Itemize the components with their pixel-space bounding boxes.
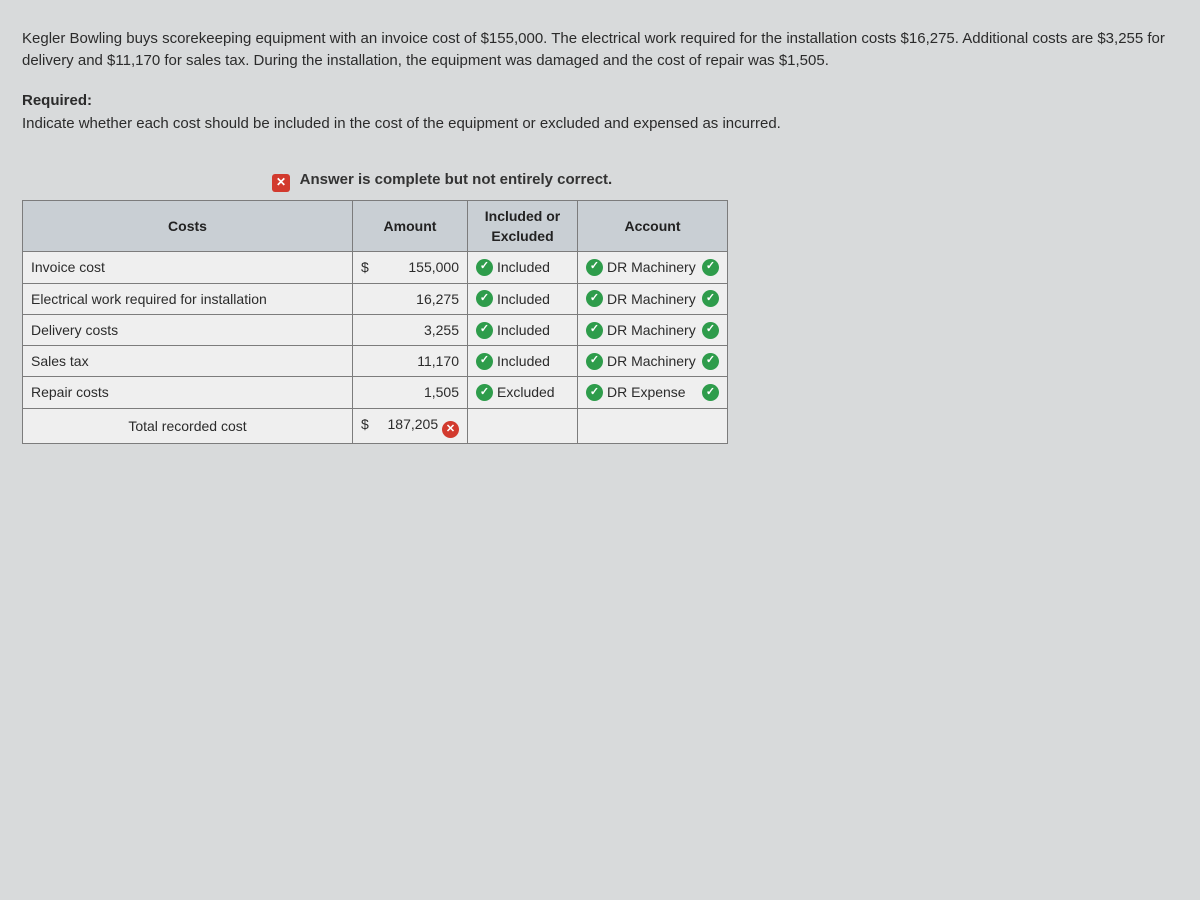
x-icon: ✕	[442, 421, 459, 438]
feedback-bar: ✕ Answer is complete but not entirely co…	[272, 163, 1178, 200]
amount-cell: 16,275	[353, 283, 468, 314]
table-body: Invoice cost$155,000✓Included✓DR Machine…	[23, 252, 728, 444]
included-excluded-cell[interactable]: ✓Included	[468, 314, 578, 345]
check-icon: ✓	[586, 322, 603, 339]
header-included-excluded: Included or Excluded	[468, 200, 578, 252]
amount-prefix: $	[361, 257, 369, 277]
cost-label: Sales tax	[23, 346, 353, 377]
amount-cell: 11,170	[353, 346, 468, 377]
account-value: DR Machinery	[607, 351, 698, 371]
check-icon: ✓	[476, 353, 493, 370]
check-icon: ✓	[586, 384, 603, 401]
account-cell[interactable]: ✓DR Machinery✓	[578, 346, 728, 377]
table-row: Invoice cost$155,000✓Included✓DR Machine…	[23, 252, 728, 283]
feedback-text: Answer is complete but not entirely corr…	[300, 171, 613, 188]
account-cell[interactable]: ✓DR Machinery✓	[578, 252, 728, 283]
check-icon: ✓	[702, 322, 719, 339]
x-icon: ✕	[272, 174, 290, 192]
amount-cell: 3,255	[353, 314, 468, 345]
cost-table: Costs Amount Included or Excluded Accoun…	[22, 200, 728, 445]
included-excluded-value: Included	[497, 320, 569, 340]
header-amount: Amount	[353, 200, 468, 252]
check-icon: ✓	[586, 259, 603, 276]
cost-label: Delivery costs	[23, 314, 353, 345]
amount-prefix: $	[361, 414, 369, 434]
total-amount-wrap: 187,205 ✕	[388, 414, 460, 438]
total-row: Total recorded cost$187,205 ✕	[23, 408, 728, 443]
included-excluded-cell[interactable]: ✓Included	[468, 283, 578, 314]
required-label: Required:	[22, 90, 1178, 112]
account-value: DR Expense	[607, 382, 698, 402]
amount-cell: 1,505	[353, 377, 468, 408]
account-value: DR Machinery	[607, 320, 698, 340]
amount-value: 1,505	[424, 382, 459, 402]
included-excluded-value: Excluded	[497, 382, 569, 402]
included-excluded-value: Included	[497, 257, 569, 277]
header-account: Account	[578, 200, 728, 252]
account-cell[interactable]: ✓DR Expense✓	[578, 377, 728, 408]
check-icon: ✓	[702, 259, 719, 276]
required-text: Indicate whether each cost should be inc…	[22, 113, 1178, 135]
cost-label: Electrical work required for installatio…	[23, 283, 353, 314]
amount-value: 16,275	[416, 289, 459, 309]
table-row: Sales tax11,170✓Included✓DR Machinery✓	[23, 346, 728, 377]
check-icon: ✓	[702, 384, 719, 401]
table-row: Repair costs1,505✓Excluded✓DR Expense✓	[23, 377, 728, 408]
check-icon: ✓	[702, 353, 719, 370]
check-icon: ✓	[476, 322, 493, 339]
total-label: Total recorded cost	[23, 408, 353, 443]
included-excluded-cell[interactable]: ✓Included	[468, 346, 578, 377]
included-excluded-value: Included	[497, 289, 569, 309]
check-icon: ✓	[586, 290, 603, 307]
check-icon: ✓	[586, 353, 603, 370]
included-excluded-value: Included	[497, 351, 569, 371]
empty-cell	[468, 408, 578, 443]
total-amount-value: 187,205	[388, 416, 443, 432]
check-icon: ✓	[476, 290, 493, 307]
included-excluded-cell[interactable]: ✓Included	[468, 252, 578, 283]
account-cell[interactable]: ✓DR Machinery✓	[578, 314, 728, 345]
account-cell[interactable]: ✓DR Machinery✓	[578, 283, 728, 314]
cost-label: Invoice cost	[23, 252, 353, 283]
cost-label: Repair costs	[23, 377, 353, 408]
included-excluded-cell[interactable]: ✓Excluded	[468, 377, 578, 408]
check-icon: ✓	[476, 384, 493, 401]
table-row: Delivery costs3,255✓Included✓DR Machiner…	[23, 314, 728, 345]
amount-cell: $155,000	[353, 252, 468, 283]
amount-value: 11,170	[417, 351, 459, 371]
account-value: DR Machinery	[607, 257, 698, 277]
amount-value: 3,255	[424, 320, 459, 340]
header-costs: Costs	[23, 200, 353, 252]
problem-statement: Kegler Bowling buys scorekeeping equipme…	[22, 28, 1178, 72]
amount-value: 155,000	[408, 257, 459, 277]
account-value: DR Machinery	[607, 289, 698, 309]
table-row: Electrical work required for installatio…	[23, 283, 728, 314]
empty-cell	[578, 408, 728, 443]
total-amount-cell: $187,205 ✕	[353, 408, 468, 443]
check-icon: ✓	[476, 259, 493, 276]
check-icon: ✓	[702, 290, 719, 307]
